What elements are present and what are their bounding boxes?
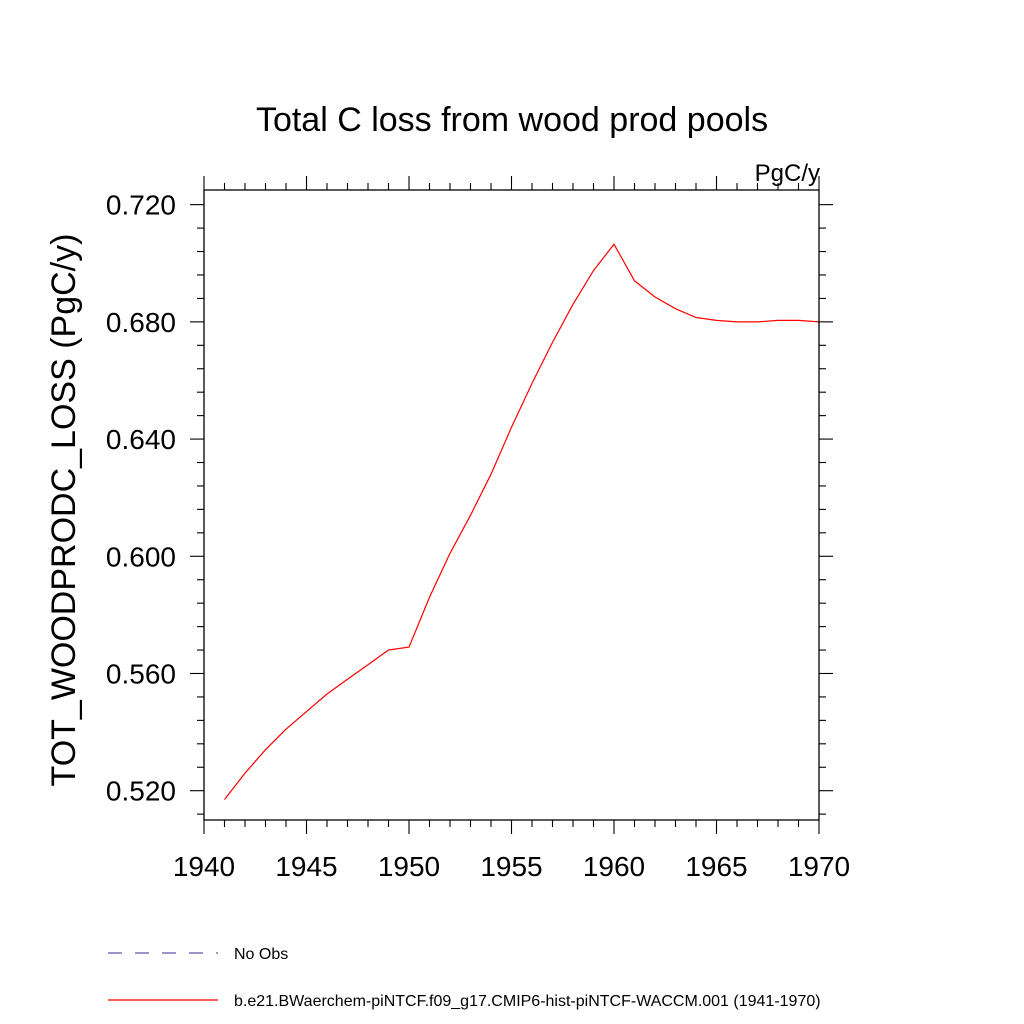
x-tick-label: 1960: [583, 851, 645, 882]
x-tick-label: 1940: [173, 851, 235, 882]
y-tick-label: 0.520: [106, 776, 176, 807]
x-tick-label: 1945: [275, 851, 337, 882]
y-tick-label: 0.640: [106, 424, 176, 455]
series-lines: [224, 243, 820, 800]
x-tick-label: 1965: [685, 851, 747, 882]
axis-ticks: [190, 176, 833, 834]
y-tick-label: 0.720: [106, 190, 176, 221]
legend-label-no-obs: No Obs: [234, 946, 288, 963]
y-axis-label: TOT_WOODPRODC_LOSS (PgC/y): [45, 234, 83, 787]
legend-label-model: b.e21.BWaerchem-piNTCF.f09_g17.CMIP6-his…: [234, 993, 821, 1010]
units-label: PgC/y: [755, 160, 820, 187]
y-tick-label: 0.560: [106, 658, 176, 689]
y-tick-label: 0.600: [106, 541, 176, 572]
series-line-1: [224, 243, 820, 800]
x-tick-labels: 1940 1945 1950 1955 1960 1965 1970: [173, 851, 850, 882]
x-tick-label: 1970: [788, 851, 850, 882]
plot-frame: [203, 189, 820, 821]
y-tick-label: 0.680: [106, 307, 176, 338]
x-tick-label: 1955: [480, 851, 542, 882]
legend: No Obs b.e21.BWaerchem-piNTCF.f09_g17.CM…: [108, 946, 821, 1010]
chart-title: Total C loss from wood prod pools: [256, 101, 768, 139]
y-tick-labels: 0.520 0.560 0.600 0.640 0.680 0.720: [106, 190, 176, 807]
x-tick-label: 1950: [378, 851, 440, 882]
